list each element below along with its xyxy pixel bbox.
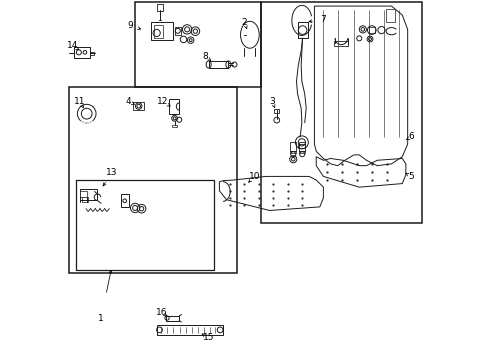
Text: 4: 4: [125, 96, 130, 105]
Text: 15: 15: [203, 333, 214, 342]
Text: 3: 3: [269, 97, 275, 106]
Text: 1: 1: [98, 314, 104, 323]
Text: 5: 5: [407, 172, 413, 181]
Bar: [157, 4, 163, 12]
Bar: [299, 151, 305, 153]
Text: 10: 10: [248, 172, 260, 181]
Text: 16: 16: [155, 308, 167, 317]
Bar: [299, 142, 305, 151]
Text: 7: 7: [319, 15, 325, 24]
Bar: [165, 316, 179, 320]
Bar: [89, 51, 94, 55]
Text: 14: 14: [66, 41, 78, 50]
Bar: [290, 151, 296, 153]
Text: 13: 13: [106, 168, 117, 177]
Bar: [298, 144, 305, 148]
Bar: [76, 180, 214, 270]
Text: 8: 8: [202, 52, 207, 61]
Bar: [260, 3, 421, 223]
Bar: [80, 189, 97, 200]
Bar: [297, 22, 307, 39]
Text: 11: 11: [74, 97, 85, 106]
Bar: [133, 102, 144, 110]
Text: 6: 6: [407, 132, 413, 141]
Bar: [82, 197, 88, 202]
Bar: [80, 192, 87, 197]
Bar: [386, 9, 394, 22]
Text: 2: 2: [241, 18, 247, 27]
Bar: [172, 125, 176, 127]
Bar: [121, 194, 128, 207]
Bar: [169, 99, 179, 114]
Bar: [274, 109, 279, 113]
Bar: [153, 25, 163, 39]
Bar: [208, 61, 228, 68]
Text: 12: 12: [157, 97, 168, 106]
Bar: [290, 142, 296, 151]
Bar: [156, 325, 223, 335]
Bar: [69, 87, 237, 273]
Bar: [333, 41, 348, 45]
Bar: [135, 3, 260, 87]
Text: 9: 9: [127, 21, 133, 30]
Bar: [151, 22, 172, 40]
Bar: [74, 46, 90, 58]
Bar: [174, 27, 181, 35]
Bar: [368, 27, 374, 33]
